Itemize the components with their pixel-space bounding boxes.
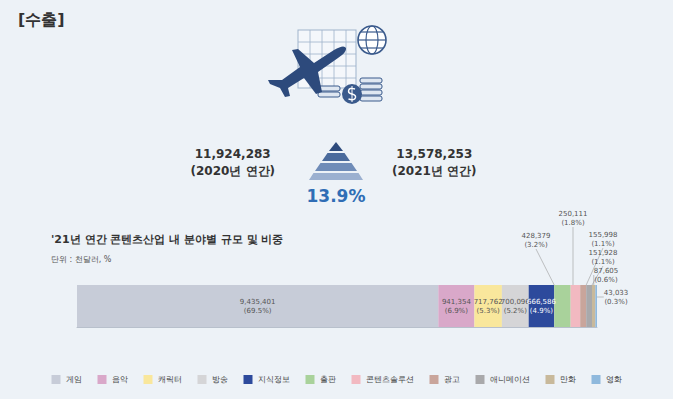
svg-text:700,096: 700,096 [501,298,530,306]
svg-text:717,762: 717,762 [474,298,503,306]
svg-text:'21년 연간 콘텐츠산업 내 분야별 규모 및 비중: '21년 연간 콘텐츠산업 내 분야별 규모 및 비중 [51,233,283,246]
svg-text:(5.3%): (5.3%) [477,307,501,315]
svg-text:(6.9%): (6.9%) [445,307,469,315]
svg-text:콘텐츠솔루션: 콘텐츠솔루션 [366,375,414,384]
html-text:[수출]: [수출] [18,10,65,29]
svg-text:(69.5%): (69.5%) [244,307,272,315]
svg-text:게임: 게임 [66,375,82,384]
svg-text:(1.8%): (1.8%) [561,219,585,227]
svg-text:광고: 광고 [444,375,460,384]
svg-text:(0.3%): (0.3%) [604,298,628,306]
svg-text:지식정보: 지식정보 [258,375,290,384]
svg-text:87,605: 87,605 [594,267,619,275]
svg-text:캐릭터: 캐릭터 [158,375,182,384]
svg-text:단위 : 천달러, %: 단위 : 천달러, % [51,255,112,264]
html-text:11,924,283: 11,924,283 [194,147,271,161]
svg-text:애니메이션: 애니메이션 [490,375,530,384]
html-text:13.9%: 13.9% [306,186,366,206]
svg-text:(1.1%): (1.1%) [591,258,615,266]
svg-text:43,033: 43,033 [604,289,629,297]
html-text:(2021년 연간): (2021년 연간) [392,164,477,178]
svg-text:만화: 만화 [560,375,576,384]
svg-text:428,379: 428,379 [522,232,551,240]
svg-text:(0.6%): (0.6%) [594,276,618,284]
svg-text:(1.1%): (1.1%) [591,240,615,248]
svg-text:9,435,401: 9,435,401 [240,298,276,306]
svg-text:941,354: 941,354 [442,298,471,306]
svg-text:250,111: 250,111 [559,210,588,218]
svg-text:음악: 음악 [112,375,128,384]
svg-text:(5.2%): (5.2%) [504,307,528,315]
svg-text:출판: 출판 [320,375,336,384]
svg-text:666,586: 666,586 [527,298,556,306]
svg-text:(3.2%): (3.2%) [524,241,548,249]
svg-text:151,928: 151,928 [589,249,618,257]
svg-text:방송: 방송 [212,375,228,384]
svg-text:155,998: 155,998 [589,231,618,239]
html-text:(2020년 연간): (2020년 연간) [190,164,275,178]
svg-text:(4.9%): (4.9%) [530,307,554,315]
html-text:13,578,253: 13,578,253 [396,147,473,161]
svg-text:영화: 영화 [606,375,622,384]
